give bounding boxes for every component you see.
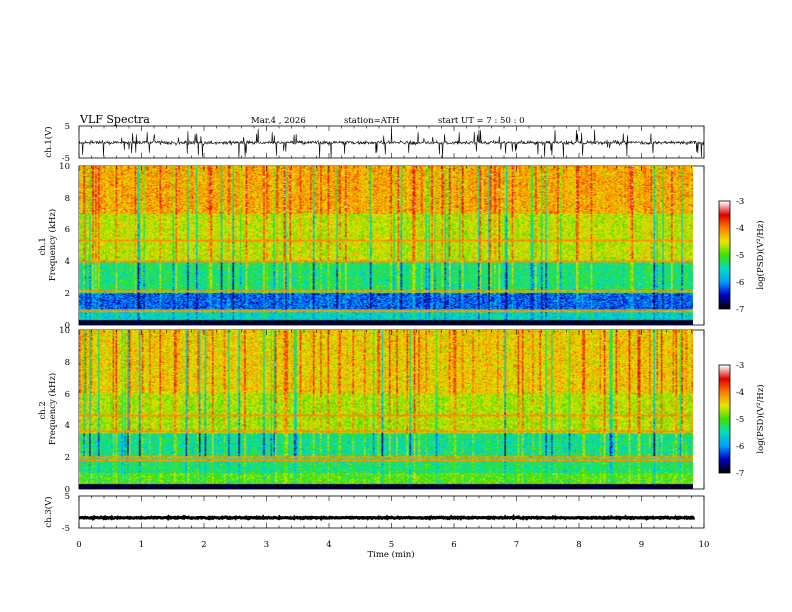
time-tick-label: 6 — [451, 540, 456, 550]
ch2-spectrogram-ylabel: ch.2 Frequency (kHz) — [38, 373, 58, 445]
ch3-waveform-trace — [79, 513, 696, 522]
ch1-freq-tick-2: 2 — [65, 289, 70, 299]
cb1-gradient — [719, 201, 730, 309]
ch1-spectrogram-ylabel-line1: ch.1 — [38, 237, 48, 255]
time-tick-label: 3 — [264, 540, 269, 550]
ch3-ytick-top: 5 — [65, 492, 70, 502]
ch2-cb-tick-m4: -4 — [736, 388, 744, 398]
ch2-freq-tick-8: 8 — [65, 358, 70, 368]
time-tick-label: 1 — [139, 540, 144, 550]
ch2-colorbar — [718, 364, 731, 474]
ch1-spectrogram-xticks — [78, 166, 705, 325]
ch1-freq-tick-4: 4 — [65, 257, 70, 267]
ch2-freq-tick-4: 4 — [65, 421, 70, 431]
ch1-spectrogram-ylabel-line2: Frequency (kHz) — [47, 209, 58, 281]
ch1-spectrogram-ylabel: ch.1 Frequency (kHz) — [38, 209, 58, 281]
ch1-ytick-top: 5 — [65, 122, 70, 132]
ch2-freq-tick-2: 2 — [65, 453, 70, 463]
figure-title: VLF Spectra — [79, 113, 150, 126]
start-time-label: start UT = 7 : 50 : 0 — [438, 116, 525, 126]
ch2-cb-tick-m5: -5 — [736, 415, 744, 425]
ch2-freq-tick-6: 6 — [65, 390, 70, 400]
ch1-cb-tick-m7: -7 — [736, 305, 744, 315]
ch1-cb-tick-m5: -5 — [736, 251, 744, 261]
ch2-cb-tick-m7: -7 — [736, 469, 744, 479]
ch1-freq-tick-10: 10 — [59, 162, 70, 172]
ch2-spectrogram-ylabel-line2: Frequency (kHz) — [47, 373, 58, 445]
ch1-cb-tick-m3: -3 — [736, 197, 744, 207]
ch1-ytick-bottom: -5 — [62, 154, 70, 164]
ch2-colorbar-label: log(PSD)(V²/Hz) — [755, 384, 766, 453]
time-axis-label: Time (min) — [367, 549, 414, 560]
time-tick-label: 9 — [639, 540, 644, 550]
ch2-freq-tick-10: 10 — [59, 326, 70, 336]
ch2-spectrogram-yticks: 0 2 4 6 8 10 — [59, 326, 70, 495]
ch1-waveform-panel: 5 -5 ch.1(V) — [43, 122, 705, 164]
ch1-spectrogram-panel: 0 2 4 6 8 10 ch.1 Frequency (kHz) -3 -4 … — [38, 162, 766, 331]
ch1-waveform-xticks — [78, 126, 705, 158]
time-tick-label: 4 — [326, 540, 331, 550]
ch2-colorbar-ticks: -3 -4 -5 -6 -7 — [736, 361, 744, 479]
ch1-colorbar-label: log(PSD)(V²/Hz) — [755, 220, 766, 289]
ch2-freq-tick-0: 0 — [65, 485, 70, 495]
ch2-cb-tick-m3: -3 — [736, 361, 744, 371]
ch1-spectrogram-yticks: 0 2 4 6 8 10 — [59, 162, 70, 331]
date-label: Mar.4 , 2026 — [251, 116, 306, 126]
time-tick-label: 0 — [76, 540, 81, 550]
ch1-cb-tick-m6: -6 — [736, 278, 744, 288]
station-label: station=ATH — [344, 116, 399, 126]
ch1-colorbar — [718, 200, 731, 310]
ch2-spectrogram-image — [79, 330, 693, 489]
time-axis-tick-labels: 0 1 2 3 4 5 6 7 8 9 10 — [76, 540, 709, 550]
ch3-ytick-bottom: -5 — [62, 524, 70, 534]
time-tick-label: 2 — [201, 540, 206, 550]
ch1-freq-tick-6: 6 — [65, 225, 70, 235]
ch3-waveform-ylabel: ch.3(V) — [43, 496, 54, 527]
ch1-freq-tick-8: 8 — [65, 194, 70, 204]
ch1-spectrogram-image — [79, 166, 693, 325]
cb2-gradient — [719, 365, 730, 473]
ch1-cb-tick-m4: -4 — [736, 224, 744, 234]
time-tick-label: 7 — [514, 540, 519, 550]
time-tick-label: 8 — [576, 540, 581, 550]
time-tick-label: 10 — [699, 540, 710, 550]
ch2-spectrogram-panel: 0 2 4 6 8 10 ch.2 Frequency (kHz) -3 -4 … — [38, 326, 766, 495]
ch1-freq-tick-0: 0 — [65, 321, 70, 331]
ch1-colorbar-ticks: -3 -4 -5 -6 -7 — [736, 197, 744, 315]
ch3-waveform-panel: 5 -5 ch.3(V) — [43, 492, 705, 534]
ch1-waveform-ylabel: ch.1(V) — [43, 126, 54, 157]
ch2-cb-tick-m6: -6 — [736, 442, 744, 452]
ch3-waveform-xticks — [78, 496, 705, 528]
time-tick-label: 5 — [389, 540, 394, 550]
ch2-spectrogram-ylabel-line1: ch.2 — [38, 401, 48, 419]
ch2-spectrogram-xticks — [78, 330, 705, 489]
